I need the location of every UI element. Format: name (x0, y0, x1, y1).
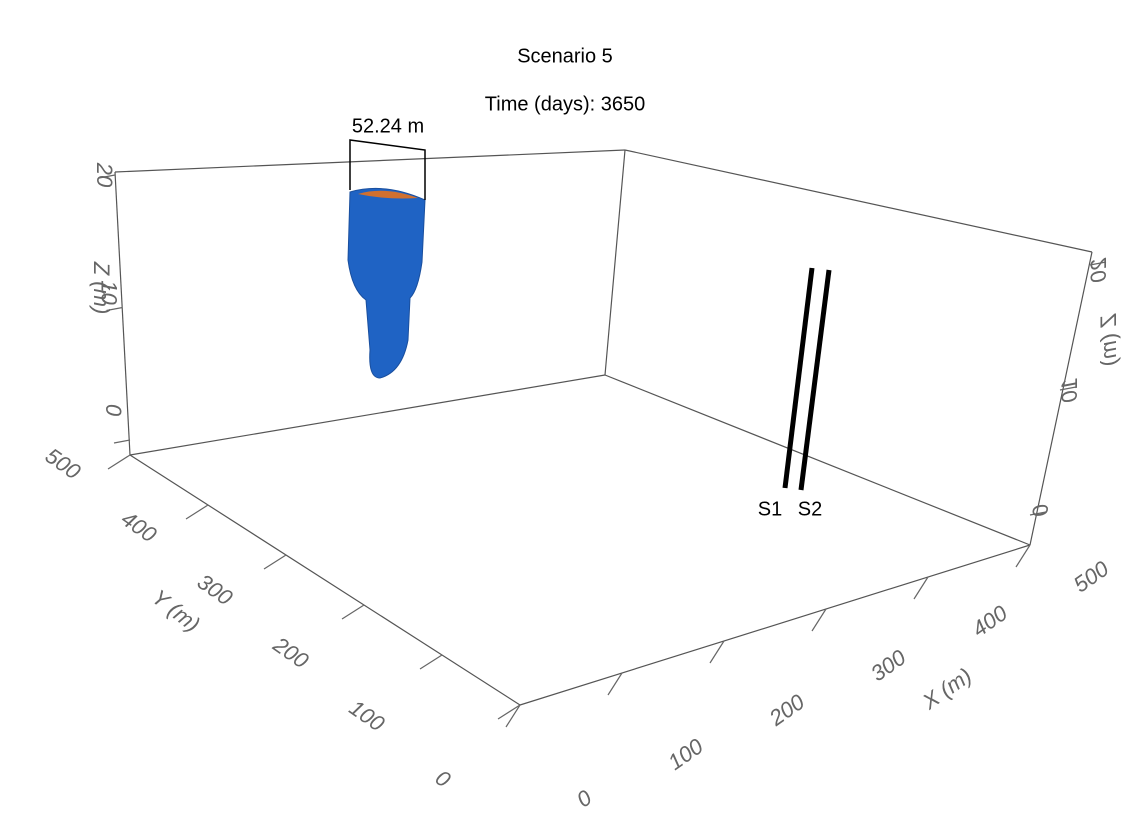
tick-label: 500 (41, 443, 86, 485)
well-label: S2 (798, 498, 822, 520)
tick-label: 0 (431, 765, 456, 793)
y-axis-label: Y (m) (147, 584, 204, 637)
title: Scenario 5 (517, 45, 613, 67)
tick-label: 300 (193, 569, 238, 611)
tick-label: 20 (92, 162, 117, 188)
tick-label: 10 (97, 280, 122, 305)
tick-label: 10 (1057, 378, 1082, 403)
tick-mark (506, 705, 520, 727)
page: Scenario 5 Time (days): 3650 52.24 m S1 … (0, 0, 1129, 822)
plot: Scenario 5 Time (days): 3650 52.24 m S1 … (0, 0, 1129, 822)
tick-mark (420, 655, 442, 669)
tick-label: 20 (1086, 257, 1111, 283)
box (115, 150, 1092, 705)
tick-label: 200 (764, 689, 810, 732)
tick-label: 100 (663, 733, 708, 775)
tick-mark (114, 440, 130, 443)
plume (348, 188, 425, 378)
tick-label: 200 (268, 631, 314, 674)
subtitle: Time (days): 3650 (485, 93, 645, 115)
tick-mark (264, 555, 286, 569)
tick-mark (342, 605, 364, 619)
tick-mark (186, 505, 208, 519)
tick-label: 100 (345, 695, 390, 737)
tick-label: 0 (101, 404, 126, 417)
z-axis-label: Z (m) (1096, 313, 1121, 367)
tick-label: 300 (866, 644, 911, 686)
tick-label: 400 (967, 600, 1012, 642)
tick-label: 500 (1069, 555, 1114, 597)
tick-mark (108, 455, 130, 469)
tick-label: 400 (117, 506, 162, 548)
tick-label: 0 (1028, 504, 1053, 517)
tick-label: 0 (572, 784, 597, 812)
tick-mark (498, 705, 520, 719)
width-label: 52.24 m (352, 115, 424, 137)
x-axis-label: X (m) (917, 663, 976, 715)
well-label: S1 (758, 498, 782, 520)
